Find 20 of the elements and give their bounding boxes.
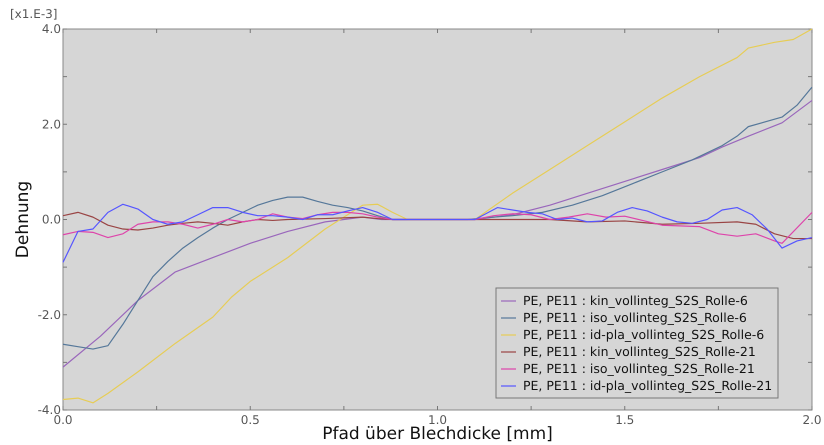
x-tick-label: 0.0	[53, 413, 73, 427]
x-axis-title: Pfad über Blechdicke [mm]	[322, 424, 553, 444]
text: [x1.E-3]	[10, 7, 58, 21]
x-tick-label: 1.5	[615, 413, 634, 427]
x-tick-label: 0.5	[240, 413, 260, 427]
line-series	[62, 28, 813, 404]
legend-label: PE, PE11 : id-pla_vollinteg_S2S_Rolle-21	[523, 378, 772, 393]
line-series	[62, 204, 813, 263]
legend-label: PE, PE11 : id-pla_vollinteg_S2S_Rolle-6	[523, 327, 764, 342]
y-tick-label: 0.0	[42, 212, 61, 226]
x-tick-label: 1.0	[428, 413, 448, 427]
legend-label: PE, PE11 : kin_vollinteg_S2S_Rolle-21	[523, 344, 756, 359]
legend-label: PE, PE11 : kin_vollinteg_S2S_Rolle-6	[523, 293, 748, 308]
y-tick-label: 4.0	[42, 22, 61, 36]
legend-label: PE, PE11 : iso_vollinteg_S2S_Rolle-21	[523, 361, 755, 376]
y-tick-label: -2.0	[38, 308, 61, 322]
y-tick-label: 2.0	[42, 117, 61, 132]
x-tick-label: 2.0	[802, 413, 822, 427]
y-axis-title: Dehnung	[13, 180, 33, 258]
legend-label: PE, PE11 : iso_vollinteg_S2S_Rolle-6	[523, 310, 747, 325]
